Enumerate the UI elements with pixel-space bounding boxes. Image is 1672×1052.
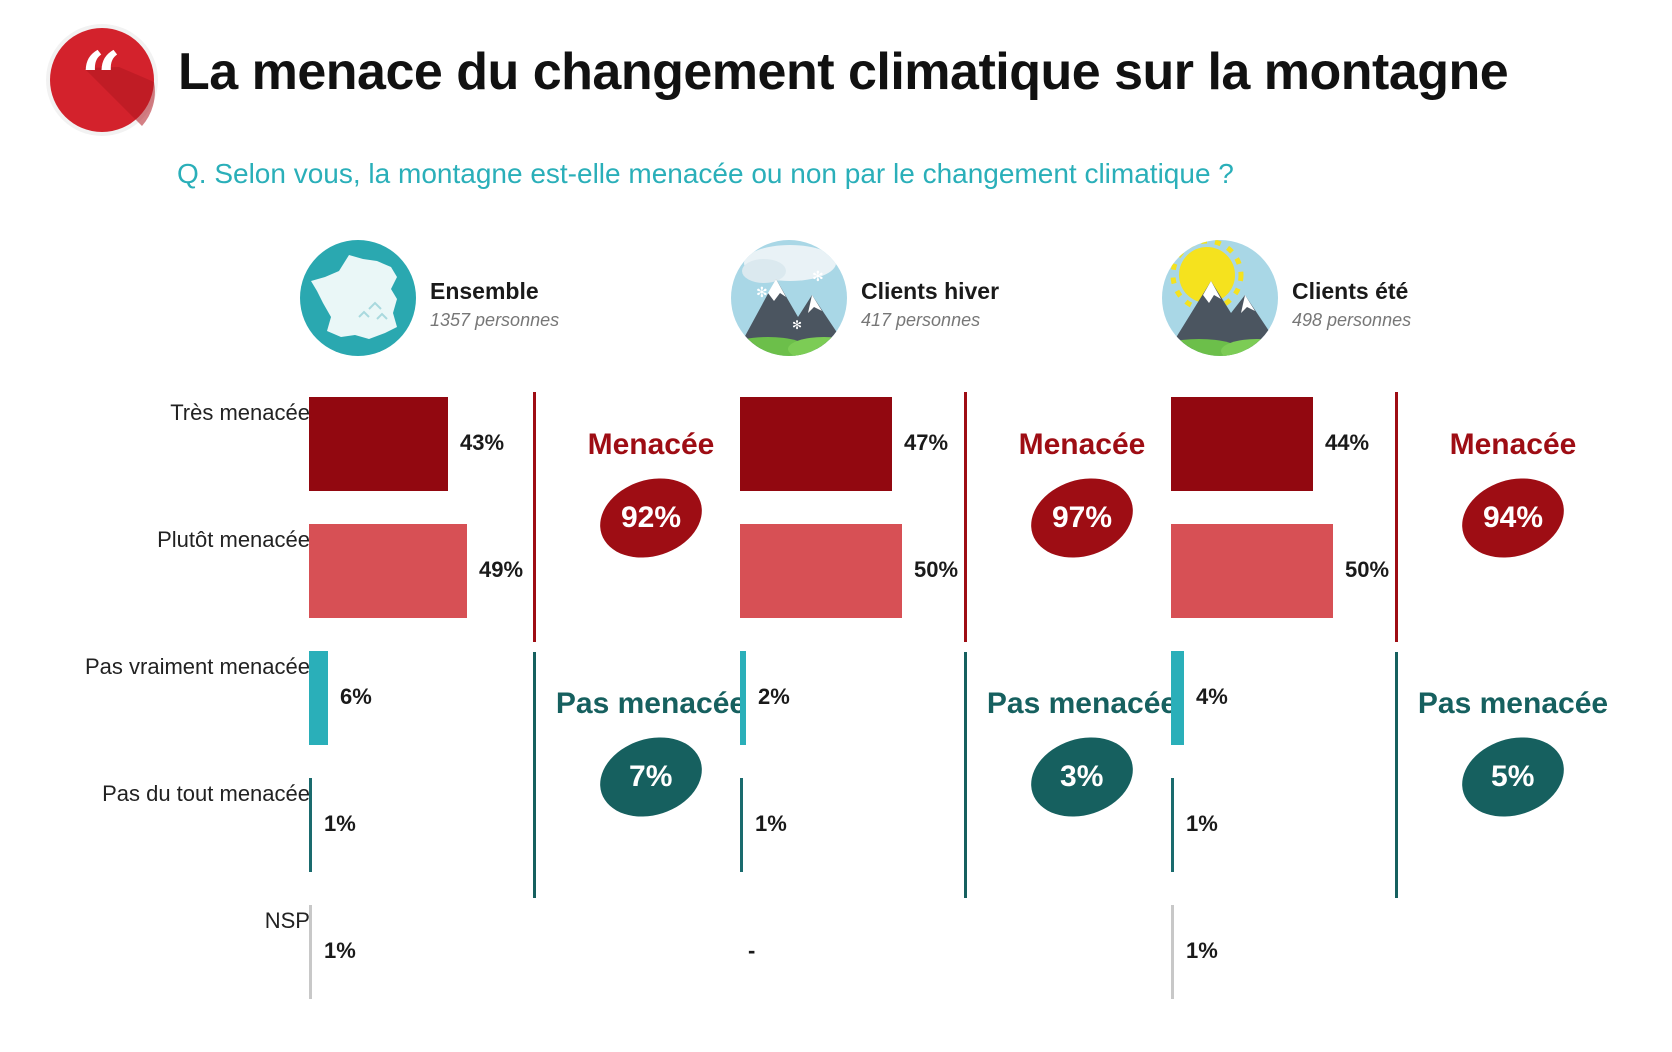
value-label-tres-menacee: 44% — [1325, 430, 1370, 455]
pas-menacee-total-badge: 5% — [1451, 724, 1575, 830]
group-count: 498 personnes — [1292, 310, 1412, 330]
svg-text:“: “ — [81, 36, 121, 119]
menacee-divider — [533, 392, 536, 642]
sunny-mountain-icon — [1162, 240, 1278, 356]
bar-nsp — [309, 905, 312, 999]
group-count: 417 personnes — [861, 310, 981, 330]
question-subtitle: Q. Selon vous, la montagne est-elle mena… — [177, 158, 1234, 189]
bar-pas-vraiment-menacee — [740, 651, 746, 745]
bar-pas-vraiment-menacee — [1171, 651, 1184, 745]
bar-tres-menacee — [740, 397, 892, 491]
france-map-icon — [300, 240, 416, 356]
value-label-pas-du-tout-menacee: 1% — [1186, 811, 1218, 836]
value-label-plutot-menacee: 50% — [914, 557, 959, 582]
menacee-total-badge: 94% — [1451, 465, 1575, 571]
pas-menacee-total-value: 7% — [629, 760, 673, 794]
group-count: 1357 personnes — [430, 310, 560, 330]
bar-pas-du-tout-menacee — [740, 778, 743, 872]
page-title: La menace du changement climatique sur l… — [178, 43, 1509, 101]
value-label-tres-menacee: 47% — [904, 430, 949, 455]
value-label-pas-vraiment-menacee: 2% — [758, 684, 790, 709]
value-label-tres-menacee: 43% — [460, 430, 505, 455]
pas-menacee-divider — [1395, 652, 1398, 898]
svg-text:✻: ✻ — [792, 318, 802, 332]
value-label-nsp: - — [748, 938, 756, 963]
menacee-total-badge: 97% — [1020, 465, 1144, 571]
menacee-total-badge: 92% — [589, 465, 713, 571]
group-name: Clients hiver — [861, 278, 1000, 304]
value-label-pas-vraiment-menacee: 4% — [1196, 684, 1228, 709]
bar-tres-menacee — [1171, 397, 1313, 491]
value-label-pas-du-tout-menacee: 1% — [755, 811, 787, 836]
menacee-total-value: 94% — [1482, 501, 1544, 535]
row-label-plutot-menacee: Plutôt menacée — [157, 527, 310, 552]
value-label-pas-du-tout-menacee: 1% — [324, 811, 356, 836]
value-label-pas-vraiment-menacee: 6% — [340, 684, 372, 709]
group-panel-clients-hiver: ✻ ✻ ✻ Clients hiver 417 personnes 47% 50%… — [731, 0, 1200, 1052]
group-panel-clients-ete: Clients été 498 personnes 44% 50% 4% 1% 1% Me… — [1162, 0, 1631, 1052]
menacee-label: Menacée — [587, 428, 715, 461]
bar-plutot-menacee — [309, 524, 467, 618]
group-name: Ensemble — [430, 278, 539, 304]
quote-logo-icon: “ — [46, 24, 158, 136]
pas-menacee-label: Pas menacée — [555, 687, 747, 720]
pas-menacee-total-value: 5% — [1491, 760, 1535, 794]
bar-pas-du-tout-menacee — [1171, 778, 1174, 872]
group-name: Clients été — [1292, 278, 1409, 304]
bar-nsp — [1171, 905, 1174, 999]
pas-menacee-label: Pas menacée — [1417, 687, 1609, 720]
row-label-nsp: NSP — [264, 908, 310, 933]
menacee-label: Menacée — [1018, 428, 1146, 461]
menacee-total-value: 92% — [620, 501, 682, 535]
row-label-pas-vraiment-menacee: Pas vraiment menacée — [85, 654, 310, 679]
svg-text:✻: ✻ — [812, 268, 824, 284]
menacee-divider — [964, 392, 967, 642]
pas-menacee-total-value: 3% — [1060, 760, 1104, 794]
pas-menacee-total-badge: 3% — [1020, 724, 1144, 830]
value-label-nsp: 1% — [324, 938, 356, 963]
value-label-plutot-menacee: 50% — [1345, 557, 1390, 582]
bar-tres-menacee — [309, 397, 448, 491]
value-label-plutot-menacee: 49% — [479, 557, 524, 582]
group-panel-ensemble: Ensemble 1357 personnes 43% 49% 6% 1% 1% Mena… — [300, 0, 769, 1052]
bar-plutot-menacee — [1171, 524, 1333, 618]
row-label-tres-menacee: Très menacée — [170, 400, 310, 425]
pas-menacee-divider — [533, 652, 536, 898]
pas-menacee-total-badge: 7% — [589, 724, 713, 830]
pas-menacee-divider — [964, 652, 967, 898]
bar-pas-vraiment-menacee — [309, 651, 328, 745]
value-label-nsp: 1% — [1186, 938, 1218, 963]
pas-menacee-label: Pas menacée — [986, 687, 1178, 720]
snowy-mountain-icon: ✻ ✻ ✻ — [731, 240, 847, 356]
bar-pas-du-tout-menacee — [309, 778, 312, 872]
row-label-pas-du-tout-menacee: Pas du tout menacée — [102, 781, 310, 806]
svg-text:✻: ✻ — [756, 284, 768, 300]
menacee-divider — [1395, 392, 1398, 642]
bar-plutot-menacee — [740, 524, 902, 618]
menacee-total-value: 97% — [1051, 501, 1113, 535]
menacee-label: Menacée — [1449, 428, 1577, 461]
